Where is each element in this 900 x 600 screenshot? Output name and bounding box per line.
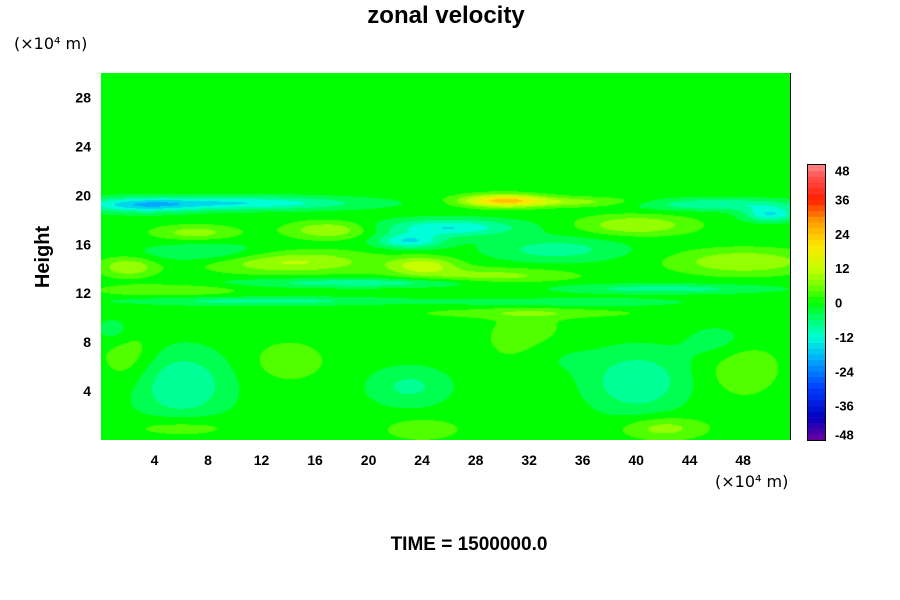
colorbar-swatch (808, 285, 825, 292)
colorbar-swatch (808, 176, 825, 183)
colorbar-swatch (808, 417, 825, 424)
colorbar-swatch (808, 371, 825, 378)
colorbar-swatch (808, 422, 825, 429)
x-tick-labels: 4 8 12 16 20 24 28 32 36 40 44 48 (151, 452, 752, 468)
colorbar-swatch (808, 165, 825, 172)
colorbar-swatch (808, 308, 825, 315)
colorbar-swatch (808, 170, 825, 177)
plot-area (101, 73, 791, 440)
x-tick-label: 16 (307, 452, 323, 468)
x-tick-label: 12 (254, 452, 270, 468)
colorbar-tick-label: -36 (835, 399, 854, 414)
colorbar-tick-label: -12 (835, 330, 854, 345)
colorbar-swatch (808, 319, 825, 326)
x-tick-label: 20 (361, 452, 377, 468)
colorbar-tick-label: -24 (835, 364, 855, 379)
colorbar-tick-label: -48 (835, 427, 854, 442)
colorbar-swatch (808, 382, 825, 389)
y-axis-label: Height (32, 226, 54, 289)
x-tick-label: 48 (735, 452, 751, 468)
colorbar-swatch (808, 359, 825, 366)
x-tick-label: 4 (151, 452, 159, 468)
y-tick-label: 28 (75, 89, 91, 105)
x-tick-label: 36 (575, 452, 591, 468)
chart-title: zonal velocity (367, 2, 525, 29)
y-tick-label: 24 (75, 138, 91, 154)
colorbar-swatch (808, 296, 825, 303)
colorbar-swatches (808, 165, 825, 441)
colorbar-swatch (808, 331, 825, 338)
colorbar-swatch (808, 291, 825, 298)
heatmap-field-container (101, 73, 790, 440)
colorbar-swatch (808, 325, 825, 332)
colorbar-swatch (808, 336, 825, 343)
colorbar-swatch (808, 205, 825, 212)
colorbar-frame (807, 164, 826, 441)
y-tick-label: 12 (75, 285, 91, 301)
x-axis-unit: (×10⁴ m) (715, 472, 788, 491)
colorbar-swatch (808, 256, 825, 263)
colorbar-swatch (808, 210, 825, 217)
colorbar-swatch (808, 250, 825, 257)
x-tick-label: 32 (521, 452, 537, 468)
colorbar-swatch (808, 268, 825, 275)
x-tick-label: 28 (468, 452, 484, 468)
colorbar-swatch (808, 428, 825, 435)
colorbar-swatch (808, 405, 825, 412)
colorbar-swatch (808, 187, 825, 194)
colorbar-swatch (808, 354, 825, 361)
colorbar-swatch (808, 411, 825, 418)
y-tick-labels: 4 8 12 16 20 24 28 (75, 89, 91, 399)
y-tick-label: 20 (75, 187, 91, 203)
colorbar-swatch (808, 302, 825, 309)
colorbar-swatch (808, 199, 825, 206)
colorbar-swatch (808, 394, 825, 401)
time-label: TIME = 1500000.0 (391, 534, 548, 555)
colorbar: 48 36 24 12 0 -12 -24 -36 -48 (807, 164, 855, 443)
colorbar-swatch (808, 388, 825, 395)
colorbar-swatch (808, 313, 825, 320)
colorbar-swatch (808, 193, 825, 200)
x-tick-label: 24 (414, 452, 430, 468)
colorbar-swatch (808, 262, 825, 269)
colorbar-swatch (808, 245, 825, 252)
colorbar-swatch (808, 182, 825, 189)
colorbar-swatch (808, 342, 825, 349)
colorbar-swatch (808, 273, 825, 280)
colorbar-swatch (808, 222, 825, 229)
colorbar-swatch (808, 279, 825, 286)
colorbar-swatch (808, 365, 825, 372)
heatmap-field (101, 73, 790, 440)
colorbar-tick-label: 36 (835, 192, 849, 207)
colorbar-swatch (808, 434, 825, 441)
x-tick-label: 44 (682, 452, 698, 468)
colorbar-tick-label: 24 (835, 227, 850, 242)
colorbar-tick-label: 0 (835, 296, 842, 311)
colorbar-swatch (808, 239, 825, 246)
colorbar-tick-labels: 48 36 24 12 0 -12 -24 -36 -48 (835, 164, 855, 443)
y-tick-label: 4 (83, 383, 91, 399)
colorbar-tick-label: 48 (835, 164, 849, 179)
colorbar-swatch (808, 216, 825, 223)
y-tick-label: 8 (83, 334, 91, 350)
colorbar-swatch (808, 228, 825, 235)
colorbar-swatch (808, 399, 825, 406)
colorbar-swatch (808, 348, 825, 355)
y-axis-unit: (×10⁴ m) (14, 34, 87, 53)
x-tick-label: 40 (628, 452, 644, 468)
x-tick-label: 8 (204, 452, 212, 468)
y-tick-label: 16 (75, 236, 91, 252)
colorbar-swatch (808, 376, 825, 384)
colorbar-tick-label: 12 (835, 261, 849, 276)
colorbar-swatch (808, 233, 825, 240)
